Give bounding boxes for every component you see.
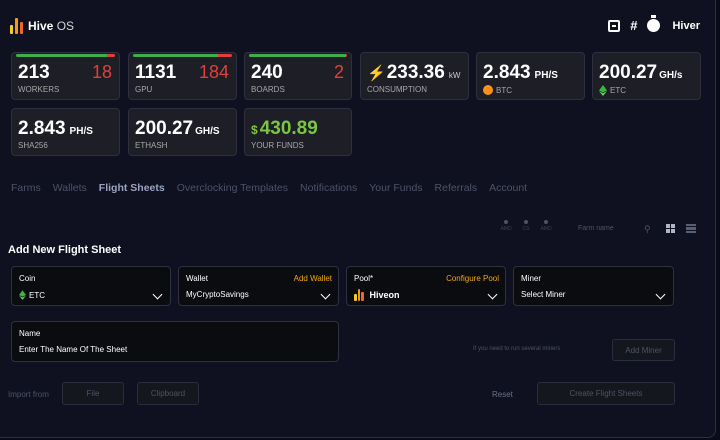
multi-miner-hint: If you need to run several miners bbox=[473, 346, 561, 352]
workers-label: WORKERS bbox=[18, 85, 60, 94]
stat-card-btc[interactable]: 2.843 PH/S BTC bbox=[476, 52, 585, 100]
chevron-down-icon bbox=[655, 289, 666, 300]
stat-card-boards[interactable]: 240 2 BOARDS bbox=[244, 52, 352, 100]
app-name: Hive OS bbox=[28, 19, 75, 33]
workers-value: 213 bbox=[18, 62, 50, 83]
stat-card-funds[interactable]: $430.89 YOUR FUNDS bbox=[244, 108, 352, 156]
stat-card-gpu[interactable]: 1131 184 GPU bbox=[128, 52, 237, 100]
stat-card-consumption[interactable]: ⚡233.36 kW CONSUMPTION bbox=[360, 52, 469, 100]
coin-value: ETC bbox=[19, 290, 45, 300]
pool-value: Hiveon bbox=[354, 289, 400, 301]
wallet-select[interactable]: Wallet Add Wallet MyCryptoSavings bbox=[178, 266, 339, 306]
boards-label: BOARDS bbox=[251, 85, 285, 94]
search-icon[interactable]: ⚲ bbox=[644, 224, 651, 234]
chevron-down-icon bbox=[487, 289, 498, 300]
gpu-offline: 184 bbox=[198, 62, 229, 82]
pool-label: Pool* bbox=[354, 274, 374, 283]
top-bar: Hive OS # Hiver bbox=[10, 15, 710, 38]
tab-notifications[interactable]: Notifications bbox=[300, 182, 358, 194]
coin-label: Coin bbox=[19, 274, 36, 283]
stat-card-etc[interactable]: 200.27 GH/s ETC bbox=[592, 52, 701, 100]
wallet-value: MyCryptoSavings bbox=[186, 290, 249, 299]
stat-card-ethash[interactable]: 200.27 GH/S ETHASH bbox=[128, 108, 237, 156]
workers-offline: 18 bbox=[91, 62, 112, 82]
reset-button[interactable]: Reset bbox=[492, 390, 513, 399]
filter-toggle-amd[interactable]: AMD bbox=[498, 220, 514, 232]
pool-select[interactable]: Pool* Configure Pool Hiveon bbox=[346, 266, 506, 306]
import-file-button[interactable]: File bbox=[62, 382, 124, 405]
sha256-value: 2.843 PH/S bbox=[18, 118, 93, 139]
etc-value: 200.27 GH/s bbox=[599, 62, 683, 83]
boards-status-bar bbox=[249, 54, 347, 57]
grid-view-icon[interactable] bbox=[666, 224, 675, 233]
ethereum-classic-icon bbox=[599, 85, 607, 96]
hive-logo-icon bbox=[10, 18, 23, 34]
configure-pool-link[interactable]: Configure Pool bbox=[446, 274, 499, 283]
miner-select[interactable]: Miner Select Miner bbox=[513, 266, 674, 306]
bitcoin-icon bbox=[483, 85, 493, 95]
ethash-value: 200.27 GH/S bbox=[135, 118, 220, 139]
workers-status-bar bbox=[16, 54, 115, 57]
boards-value: 240 bbox=[251, 62, 283, 83]
add-miner-button[interactable]: Add Miner bbox=[612, 339, 675, 361]
btc-label: BTC bbox=[483, 85, 512, 95]
filter-toggle-cs[interactable]: CS bbox=[518, 220, 534, 232]
tab-referrals[interactable]: Referrals bbox=[434, 182, 478, 194]
farm-filters: AMD CS AMD Farm name ⚲ bbox=[498, 220, 708, 240]
add-wallet-link[interactable]: Add Wallet bbox=[293, 274, 332, 283]
ethash-label: ETHASH bbox=[135, 141, 168, 150]
gpu-label: GPU bbox=[135, 85, 153, 94]
miner-value: Select Miner bbox=[521, 290, 566, 299]
add-square-icon[interactable] bbox=[608, 19, 621, 32]
stat-card-workers[interactable]: 213 18 WORKERS bbox=[11, 52, 120, 100]
tab-wallets[interactable]: Wallets bbox=[52, 182, 87, 194]
main-nav: Farms Wallets Flight Sheets Overclocking… bbox=[11, 182, 539, 194]
coin-select[interactable]: Coin ETC bbox=[11, 266, 171, 306]
chevron-down-icon bbox=[320, 289, 331, 300]
hash-icon[interactable]: # bbox=[630, 18, 638, 33]
tab-your-funds[interactable]: Your Funds bbox=[369, 182, 423, 194]
tab-farms[interactable]: Farms bbox=[11, 182, 41, 194]
consumption-label: CONSUMPTION bbox=[367, 85, 427, 94]
lightning-icon: ⚡ bbox=[367, 65, 386, 82]
tab-overclocking-templates[interactable]: Overclocking Templates bbox=[176, 182, 289, 194]
list-view-icon[interactable] bbox=[686, 224, 696, 233]
import-label: Import from bbox=[8, 390, 49, 399]
boards-offline: 2 bbox=[333, 62, 344, 82]
stopwatch-icon[interactable] bbox=[647, 15, 661, 32]
tab-flight-sheets[interactable]: Flight Sheets bbox=[98, 182, 165, 194]
name-label: Name bbox=[19, 329, 41, 338]
etc-label: ETC bbox=[599, 85, 626, 96]
wallet-label: Wallet bbox=[186, 274, 208, 283]
funds-label: YOUR FUNDS bbox=[251, 141, 304, 150]
hiveon-icon bbox=[354, 289, 364, 301]
create-flight-sheet-button[interactable]: Create Flight Sheets bbox=[537, 382, 675, 405]
header-actions: # Hiver bbox=[608, 15, 700, 33]
sha256-label: SHA256 bbox=[18, 141, 48, 150]
ethereum-classic-icon bbox=[19, 290, 26, 300]
gpu-value: 1131 bbox=[135, 62, 177, 83]
funds-value: $430.89 bbox=[251, 118, 318, 139]
tab-account[interactable]: Account bbox=[489, 182, 528, 194]
consumption-value: ⚡233.36 kW bbox=[367, 62, 461, 83]
sheet-name-input[interactable]: Enter The Name Of The Sheet bbox=[19, 345, 128, 354]
btc-value: 2.843 PH/S bbox=[483, 62, 558, 83]
gpu-status-bar bbox=[133, 54, 232, 57]
filter-toggle-amd-2[interactable]: AMD bbox=[538, 220, 554, 232]
form-title: Add New Flight Sheet bbox=[8, 244, 122, 256]
farm-search-input[interactable]: Farm name bbox=[578, 225, 614, 232]
import-clipboard-button[interactable]: Clipboard bbox=[137, 382, 199, 405]
sheet-name-field[interactable]: Name Enter The Name Of The Sheet bbox=[11, 321, 339, 362]
user-name[interactable]: Hiver bbox=[672, 19, 700, 32]
logo[interactable]: Hive OS bbox=[10, 18, 74, 34]
stat-card-sha256[interactable]: 2.843 PH/S SHA256 bbox=[11, 108, 120, 156]
chevron-down-icon bbox=[152, 289, 163, 300]
miner-label: Miner bbox=[521, 274, 542, 283]
